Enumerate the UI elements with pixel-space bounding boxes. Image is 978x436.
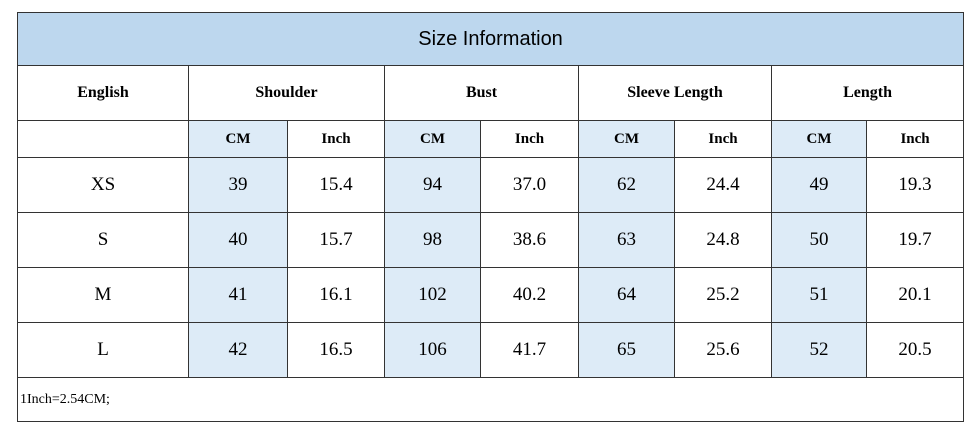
unit-cell: Inch: [865, 120, 965, 158]
value-cell: 52: [771, 322, 867, 378]
value-cell: 37.0: [480, 157, 579, 213]
unit-cell: CM: [384, 120, 481, 158]
value-cell: 51: [771, 267, 867, 323]
value-cell: 94: [384, 157, 481, 213]
value-cell: 40: [188, 212, 288, 268]
unit-cell: Inch: [480, 120, 579, 158]
value-cell: 16.1: [287, 267, 385, 323]
value-cell: 19.3: [865, 157, 965, 213]
value-cell: 39: [188, 157, 288, 213]
size-cell: S: [17, 212, 189, 268]
value-cell: 42: [188, 322, 288, 378]
table-row: M 41 16.1 102 40.2 64 25.2 51 20.1: [17, 267, 965, 323]
unit-cell: CM: [578, 120, 675, 158]
unit-cell: Inch: [674, 120, 772, 158]
table-row: CM Inch CM Inch CM Inch CM Inch: [17, 120, 965, 158]
note-cell: 1Inch=2.54CM;: [16, 377, 965, 422]
value-cell: 41.7: [480, 322, 579, 378]
value-cell: 20.1: [865, 267, 965, 323]
unit-cell: CM: [771, 120, 867, 158]
value-cell: 102: [384, 267, 481, 323]
value-cell: 65: [578, 322, 675, 378]
value-cell: 62: [578, 157, 675, 213]
header-cell: English: [17, 65, 189, 121]
size-table: Size Information English Shoulder Bust Sleev…: [16, 12, 965, 422]
value-cell: 15.4: [287, 157, 385, 213]
table-row: S 40 15.7 98 38.6 63 24.8 50 19.7: [17, 212, 965, 268]
size-cell: XS: [17, 157, 189, 213]
value-cell: 16.5: [287, 322, 385, 378]
value-cell: 38.6: [480, 212, 579, 268]
value-cell: 49: [771, 157, 867, 213]
header-cell: Bust: [384, 65, 579, 121]
header-cell: Sleeve Length: [578, 65, 772, 121]
value-cell: 20.5: [865, 322, 965, 378]
header-cell: [17, 120, 189, 158]
table-row: Size Information: [16, 12, 965, 66]
value-cell: 25.6: [674, 322, 772, 378]
value-cell: 98: [384, 212, 481, 268]
value-cell: 106: [384, 322, 481, 378]
value-cell: 15.7: [287, 212, 385, 268]
value-cell: 19.7: [865, 212, 965, 268]
table-body: Size Information English Shoulder Bust Sleev…: [16, 12, 965, 422]
value-cell: 41: [188, 267, 288, 323]
value-cell: 24.8: [674, 212, 772, 268]
value-cell: 40.2: [480, 267, 579, 323]
table-row: L 42 16.5 106 41.7 65 25.6 52 20.5: [17, 322, 965, 378]
value-cell: 64: [578, 267, 675, 323]
unit-cell: Inch: [287, 120, 385, 158]
table-row: XS 39 15.4 94 37.0 62 24.4 49 19.3: [17, 157, 965, 213]
size-cell: L: [17, 322, 189, 378]
header-cell: Shoulder: [188, 65, 385, 121]
header-cell: Length: [770, 65, 965, 121]
table-row: 1Inch=2.54CM;: [16, 377, 965, 422]
value-cell: 25.2: [674, 267, 772, 323]
table-row: English Shoulder Bust Sleeve Length Length: [17, 65, 965, 121]
table-title: Size Information: [16, 12, 965, 66]
value-cell: 50: [771, 212, 867, 268]
size-cell: M: [17, 267, 189, 323]
value-cell: 24.4: [674, 157, 772, 213]
value-cell: 63: [578, 212, 675, 268]
unit-cell: CM: [188, 120, 288, 158]
